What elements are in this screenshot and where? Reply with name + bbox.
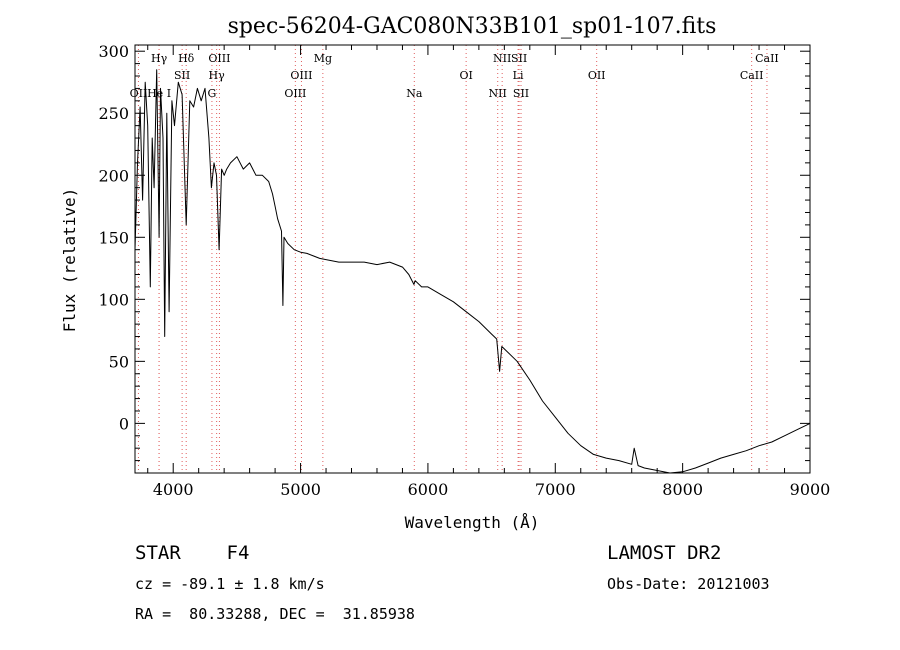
chart-title: spec-56204-GAC080N33B101_sp01-107.fits	[228, 14, 717, 39]
y-tick-label-5: 250	[98, 104, 129, 123]
line-label-17: SII	[513, 87, 529, 100]
x-tick-label-4: 8000	[662, 480, 703, 499]
spectral-class: STAR F4	[135, 542, 249, 564]
x-tick-label-3: 7000	[535, 480, 576, 499]
series-line-0	[134, 69, 811, 474]
line-label-7: G	[208, 87, 217, 100]
line-label-14: SII	[511, 52, 527, 65]
line-label-6: Hγ	[209, 69, 226, 82]
line-label-16: NII	[489, 87, 507, 100]
x-tick-label-1: 5000	[280, 480, 321, 499]
line-label-19: CaII	[755, 52, 779, 65]
line-label-11: Na	[406, 87, 423, 100]
x-axis-ticks: 4000 5000 6000 7000 8000 9000	[147, 45, 831, 499]
x-tick-label-5: 9000	[790, 480, 831, 499]
redshift-cz: cz = -89.1 ± 1.8 km/s	[135, 575, 325, 593]
plot-frame	[134, 44, 811, 474]
y-tick-label-0: 0	[119, 414, 129, 433]
line-label-12: OI	[459, 69, 472, 82]
y-tick-label-4: 200	[98, 166, 129, 185]
line-label-8: Mg	[314, 52, 332, 65]
line-label-5: OIII	[208, 52, 230, 65]
line-label-2: He I	[147, 87, 171, 100]
spectral-line-markers	[137, 45, 768, 473]
line-label-18: OII	[588, 69, 606, 82]
x-axis-label: Wavelength (Å)	[405, 513, 540, 532]
y-tick-label-3: 150	[98, 228, 129, 247]
y-axis-ticks: 0 50 100 150 200 250 300	[98, 42, 810, 474]
x-tick-label-2: 6000	[408, 480, 449, 499]
y-tick-label-2: 100	[98, 290, 129, 309]
line-label-0: OII	[130, 87, 148, 100]
x-tick-label-0: 4000	[153, 480, 194, 499]
line-label-13: NII	[493, 52, 511, 65]
y-tick-label-1: 50	[109, 352, 129, 371]
line-label-20: CaII	[740, 69, 764, 82]
line-label-4: SII	[174, 69, 190, 82]
y-tick-label-6: 300	[98, 42, 129, 61]
flux-series	[134, 69, 811, 474]
survey-name: LAMOST DR2	[607, 542, 722, 564]
line-label-15: Li	[513, 69, 524, 82]
obs-date: Obs-Date: 20121003	[607, 575, 770, 593]
line-label-3: Hδ	[178, 52, 195, 65]
y-axis-label: Flux (relative)	[60, 188, 79, 333]
object-subclass: F4	[226, 542, 250, 564]
line-label-9: OIII	[290, 69, 312, 82]
line-label-1: Hγ	[151, 52, 168, 65]
ra-dec: RA = 80.33288, DEC = 31.85938	[135, 605, 415, 623]
line-label-10: OIII	[284, 87, 306, 100]
object-class: STAR	[135, 542, 181, 564]
